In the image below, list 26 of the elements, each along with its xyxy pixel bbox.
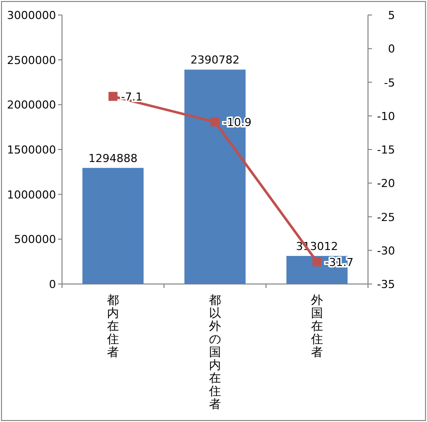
y-tick-label: 2500000 bbox=[7, 54, 56, 67]
y-tick-label: 500000 bbox=[14, 233, 56, 246]
x-tick-label: 都内在住者 bbox=[106, 293, 119, 359]
data-label: 1294888 bbox=[88, 152, 138, 165]
y2-tick-label: -35 bbox=[377, 278, 395, 291]
data-label: -7.1 bbox=[121, 90, 142, 104]
data-label: 2390782 bbox=[190, 54, 240, 67]
y2-tick-label: -20 bbox=[377, 177, 395, 190]
y2-tick-label: -10 bbox=[377, 110, 395, 123]
bar bbox=[82, 168, 144, 284]
y2-tick-label: -15 bbox=[377, 144, 395, 156]
y-tick-label: 3000000 bbox=[7, 9, 56, 22]
y-tick-label: 1000000 bbox=[7, 188, 56, 202]
x-tick-label: 外国在住者 bbox=[310, 293, 323, 359]
y-tick-label: 0 bbox=[49, 278, 56, 291]
y2-tick-label: 0 bbox=[388, 42, 395, 56]
y-tick-label: 2000000 bbox=[7, 98, 56, 112]
y2-tick-label: -30 bbox=[377, 244, 395, 258]
point bbox=[210, 117, 220, 126]
point bbox=[108, 92, 118, 101]
category-label: 都以外の国内在住者 bbox=[209, 293, 221, 411]
y2-tick-label: 5 bbox=[388, 9, 395, 22]
point bbox=[312, 257, 322, 266]
y2-tick-label: -5 bbox=[384, 76, 395, 90]
y2-tick-label: -25 bbox=[377, 210, 395, 224]
y-tick-label: 1500000 bbox=[7, 144, 56, 156]
